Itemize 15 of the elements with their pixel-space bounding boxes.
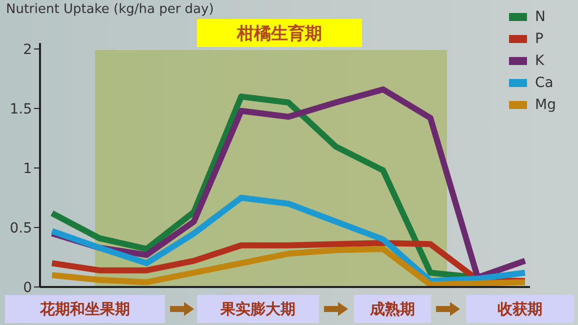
y-axis-title: Nutrient Uptake (kg/ha per day) [6, 2, 214, 17]
text: 收获期 [466, 295, 574, 323]
legend-label: P [535, 31, 544, 47]
y-tick-label: 0.5 [10, 220, 32, 236]
legend-label: Mg [535, 97, 556, 113]
legend-label: Ca [535, 75, 554, 91]
legend-label: N [535, 9, 546, 25]
text: 成熟期 [354, 295, 431, 323]
text: 花期和坐果期 [5, 295, 165, 323]
y-tick-label: 2 [23, 42, 32, 58]
y-tick-label: 0 [23, 280, 32, 296]
legend-label: K [535, 53, 544, 69]
text: 果实膨大期 [197, 295, 319, 323]
y-tick-label: 1.5 [10, 101, 32, 118]
y-tick-label: 1 [23, 160, 32, 177]
